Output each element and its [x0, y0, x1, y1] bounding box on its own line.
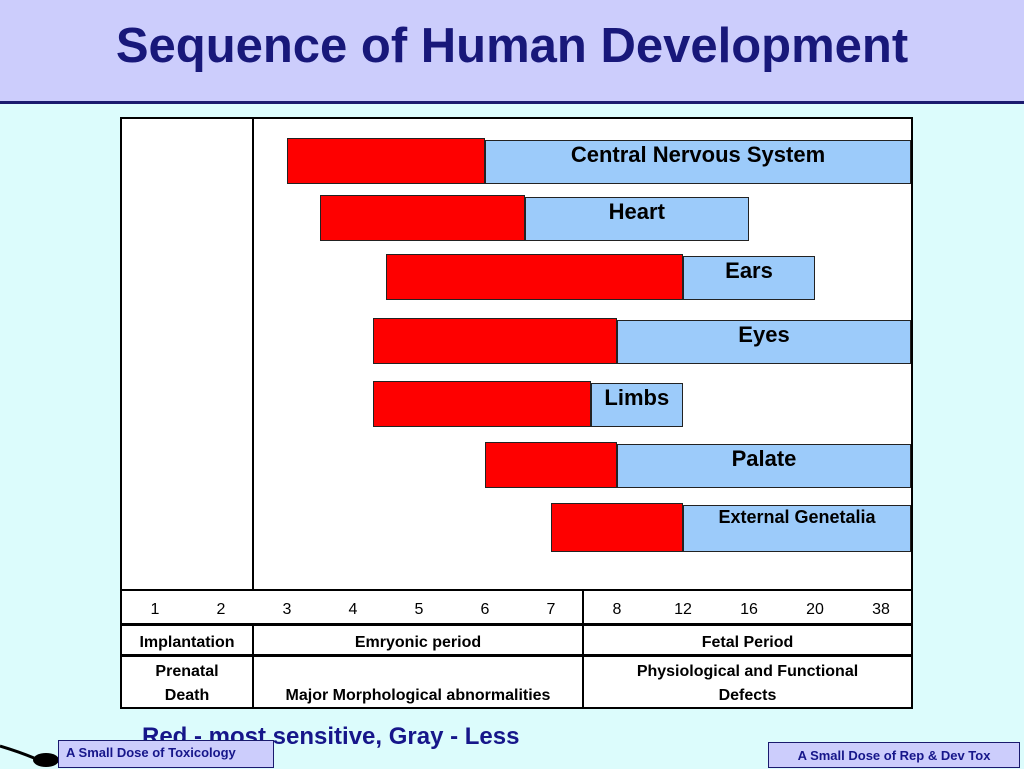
implantation-label: Implantation: [139, 634, 235, 651]
x-tick-label: 16: [740, 601, 758, 618]
x-tick-label: 2: [216, 601, 226, 618]
footer-right-text: A Small Dose of Rep & Dev Tox: [768, 742, 1020, 768]
prenatal-line-1: Prenatal: [155, 663, 219, 680]
bar-label-1: Central Nervous System: [570, 142, 826, 167]
bar-blue-7: [683, 505, 911, 552]
bar-red-2: [320, 195, 525, 241]
x-tick-label: 6: [480, 601, 490, 618]
physio-line-1: Physiological and Functional: [636, 663, 859, 680]
period-row-bottom: [122, 654, 911, 657]
bar-label-3: Ears: [725, 258, 773, 283]
bar-label-4: Eyes: [738, 322, 790, 347]
x-tick-label: 20: [806, 601, 824, 618]
footer-left-text: A Small Dose of Toxicology: [66, 745, 236, 760]
bar-red-7: [551, 503, 683, 552]
bar-label-6: Palate: [731, 446, 797, 471]
bar-label-2: Heart: [608, 199, 665, 224]
bar-blue-3: [683, 256, 815, 300]
bar-red-3: [386, 254, 683, 300]
development-timeline-chart: Central Nervous System Heart Ears Eyes Limbs…: [120, 117, 913, 709]
bar-red-6: [485, 442, 617, 488]
footer-left: A Small Dose of Toxicology: [0, 738, 274, 768]
bar-blue-1: [485, 140, 911, 184]
bar-blue-6: [617, 444, 911, 488]
bar-red-4: [372, 318, 617, 364]
bar-blue-5: [590, 383, 683, 427]
chart-baseline: [122, 589, 911, 591]
bar-blue-2: [524, 197, 749, 241]
embryonic-period-label: Emryonic period: [354, 634, 482, 651]
major-morphological-label: Major Morphological abnormalities: [285, 687, 551, 704]
prenatal-death-label: Prenatal Death: [122, 660, 252, 708]
physiological-defects-label: Physiological and Functional Defects: [584, 660, 911, 708]
slide-title: Sequence of Human Development: [115, 19, 909, 73]
fetal-divider: [582, 591, 584, 707]
bar-red-5: [372, 381, 591, 427]
x-tick-label: 5: [414, 601, 424, 618]
x-tick-label: 8: [612, 601, 622, 618]
fetal-period-label: Fetal Period: [701, 634, 794, 651]
physio-line-2: Defects: [718, 687, 777, 704]
x-tick-label: 12: [674, 601, 692, 618]
x-tick-label: 3: [282, 601, 292, 618]
x-tick-label: 38: [872, 601, 890, 618]
x-tick-label: 1: [150, 601, 160, 618]
title-bar: Sequence of Human Development: [0, 0, 1024, 104]
tick-row-bottom: [122, 623, 911, 626]
bar-label-5: Limbs: [604, 385, 670, 410]
x-tick-label: 4: [348, 601, 358, 618]
bar-blue-4: [617, 320, 911, 364]
spoon-icon: [0, 744, 59, 767]
bar-label-7: External Genetalia: [718, 507, 876, 527]
row-divider-left: [252, 623, 254, 707]
x-tick-label: 7: [546, 601, 556, 618]
prenatal-line-2: Death: [164, 687, 210, 704]
bar-red-1: [287, 138, 485, 184]
left-column-divider: [252, 119, 254, 589]
